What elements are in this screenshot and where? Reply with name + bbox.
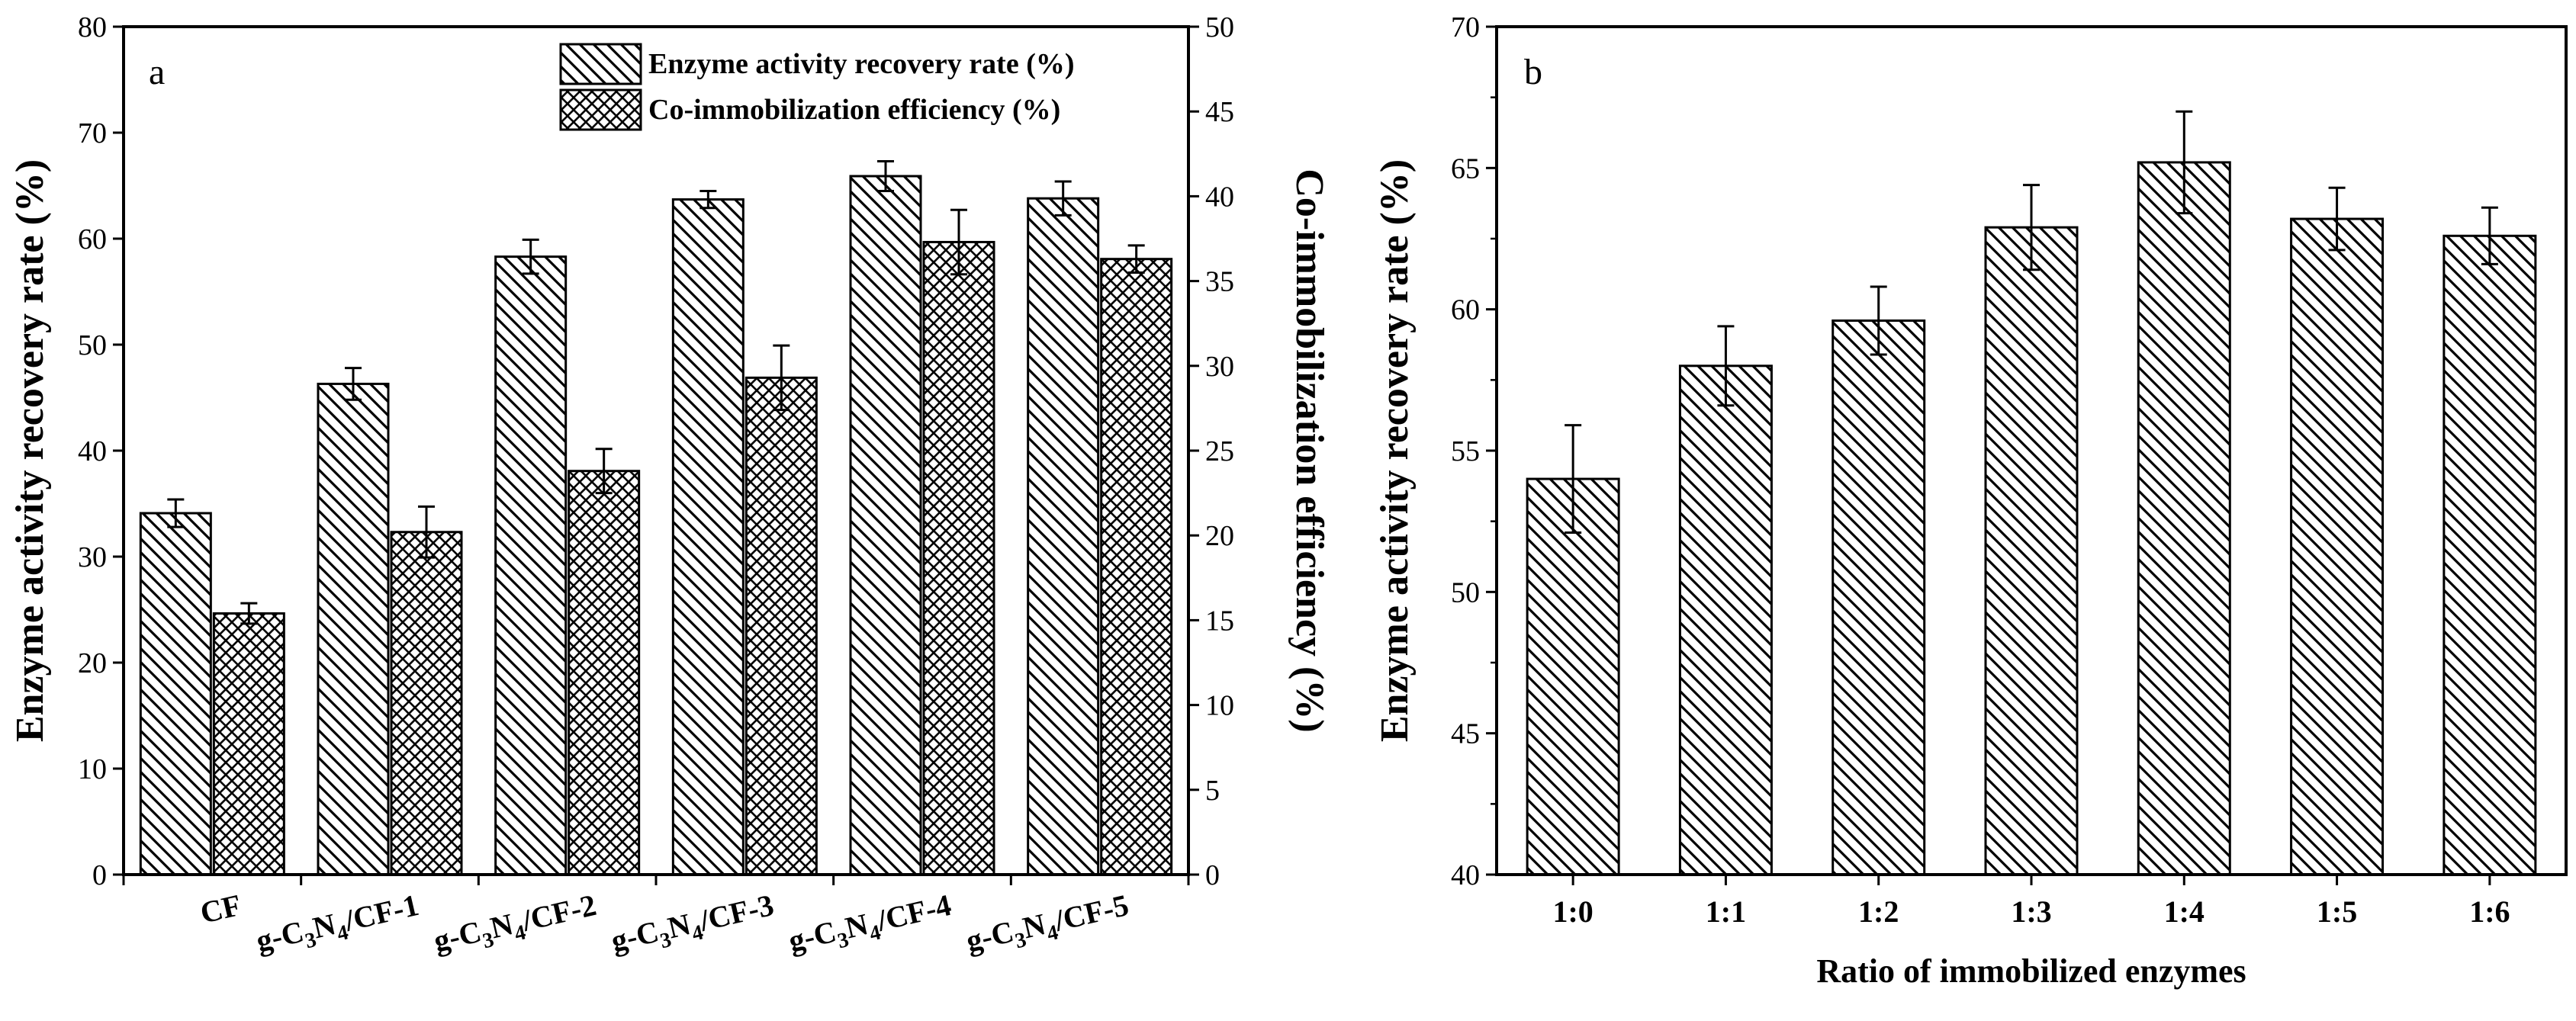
category-sub1: 3 bbox=[481, 928, 497, 953]
bar-a-s1-4 bbox=[922, 240, 995, 876]
category-label-b-1: 1:1 bbox=[1706, 894, 1746, 929]
bar-b-2 bbox=[1832, 319, 1926, 876]
ytick-label-b-0: 40 bbox=[1451, 859, 1480, 891]
y-axis-title-left-a: Enzyme activity recovery rate (%) bbox=[8, 159, 52, 742]
y-axis-title-b: Enzyme activity recovery rate (%) bbox=[1373, 159, 1417, 742]
category-label-b-5: 1:5 bbox=[2317, 894, 2357, 929]
ytick-label-left-a-8: 80 bbox=[78, 11, 107, 43]
category-prefix: g-C bbox=[253, 914, 307, 958]
category-label-b-6: 1:6 bbox=[2469, 894, 2510, 929]
ytick-label-left-a-6: 60 bbox=[78, 223, 107, 255]
ytick-label-right-a-0: 0 bbox=[1205, 859, 1220, 891]
category-prefix: g-C bbox=[608, 914, 662, 958]
ytick-label-right-a-6: 30 bbox=[1205, 351, 1234, 383]
ytick-label-right-a-9: 45 bbox=[1205, 96, 1234, 128]
category-label-a-2: g-C3N4/CF-2 bbox=[430, 888, 600, 964]
category-suffix: /CF-4 bbox=[873, 888, 954, 938]
bar-a-s0-2 bbox=[494, 255, 568, 876]
chart-panel-a: 0102030405060708005101520253035404550CFg… bbox=[8, 11, 1331, 964]
ytick-label-right-a-7: 35 bbox=[1205, 266, 1234, 298]
bar-b-4 bbox=[2137, 161, 2231, 876]
category-prefix: g-C bbox=[430, 914, 484, 958]
ytick-label-left-a-1: 10 bbox=[78, 753, 107, 785]
ytick-label-left-a-0: 0 bbox=[92, 859, 107, 891]
category-prefix: g-C bbox=[963, 914, 1017, 958]
category-label-a-5: g-C3N4/CF-5 bbox=[963, 888, 1133, 964]
category-sub1: 3 bbox=[1013, 928, 1029, 953]
category-label-b-3: 1:3 bbox=[2011, 894, 2051, 929]
category-suffix: /CF-2 bbox=[518, 888, 599, 938]
category-label-b-2: 1:2 bbox=[1858, 894, 1899, 929]
category-sub2: 4 bbox=[1045, 920, 1061, 946]
chart-panel-b: 40 45 50 55 60 65 70 1:0 1:1 1:2 1:3 1:4 1:5 1:6 Ratio… bbox=[1373, 11, 2568, 990]
ytick-label-b-3: 55 bbox=[1451, 435, 1480, 467]
category-suffix: /CF-1 bbox=[341, 888, 422, 938]
ytick-label-right-a-2: 10 bbox=[1205, 690, 1234, 722]
bar-a-s1-3 bbox=[744, 376, 818, 876]
category-sub1: 3 bbox=[835, 928, 851, 953]
bar-a-s1-5 bbox=[1100, 258, 1173, 876]
bar-a-s1-2 bbox=[568, 470, 641, 876]
ytick-label-b-6: 70 bbox=[1451, 11, 1480, 43]
ytick-label-right-a-5: 25 bbox=[1205, 435, 1234, 467]
ytick-label-left-a-5: 50 bbox=[78, 329, 107, 361]
bar-b-1 bbox=[1678, 364, 1773, 876]
category-label-a-0: CF bbox=[197, 888, 244, 930]
category-label-b-0: 1:0 bbox=[1552, 894, 1593, 929]
ytick-label-right-a-8: 40 bbox=[1205, 181, 1234, 213]
bar-a-s0-4 bbox=[849, 175, 922, 876]
ytick-label-b-1: 45 bbox=[1451, 718, 1480, 750]
category-suffix: /CF-3 bbox=[696, 888, 777, 938]
x-axis-title-b: Ratio of immobilized enzymes bbox=[1816, 952, 2246, 990]
bar-b-6 bbox=[2443, 234, 2537, 876]
category-sub2: 4 bbox=[513, 920, 529, 946]
ytick-label-b-4: 60 bbox=[1451, 294, 1480, 326]
legend-swatch-a-1 bbox=[559, 88, 642, 131]
ytick-label-right-a-10: 50 bbox=[1205, 11, 1234, 43]
category-suffix: /CF-5 bbox=[1050, 888, 1131, 938]
category-sub1: 3 bbox=[303, 928, 319, 953]
ytick-label-b-5: 65 bbox=[1451, 153, 1480, 185]
ytick-label-right-a-4: 20 bbox=[1205, 520, 1234, 552]
ytick-label-left-a-2: 20 bbox=[78, 647, 107, 679]
panel-label-b: b bbox=[1524, 52, 1542, 92]
ytick-label-right-a-1: 5 bbox=[1205, 775, 1220, 807]
ytick-label-right-a-3: 15 bbox=[1205, 605, 1234, 637]
bar-b-3 bbox=[1984, 226, 2079, 876]
bar-a-s0-5 bbox=[1027, 197, 1100, 876]
category-label-a-1: g-C3N4/CF-1 bbox=[253, 888, 423, 964]
category-label-b-4: 1:4 bbox=[2164, 894, 2205, 929]
bar-b-5 bbox=[2290, 217, 2385, 876]
y-axis-title-right-a: Co-immobilization efficiency (%) bbox=[1288, 169, 1331, 732]
legend-label-a-1: Co-immobilization efficiency (%) bbox=[648, 94, 1060, 126]
panel-label-a: a bbox=[149, 52, 165, 92]
category-sub2: 4 bbox=[867, 920, 883, 946]
category-label-a-3: g-C3N4/CF-3 bbox=[608, 888, 778, 964]
bar-b-0 bbox=[1526, 477, 1620, 876]
category-sub2: 4 bbox=[690, 920, 706, 946]
bar-a-s0-0 bbox=[139, 512, 212, 876]
ytick-label-b-2: 50 bbox=[1451, 576, 1480, 608]
category-label-a-4: g-C3N4/CF-4 bbox=[786, 888, 956, 964]
ytick-label-left-a-4: 40 bbox=[78, 435, 107, 467]
ytick-label-left-a-7: 70 bbox=[78, 117, 107, 149]
category-sub1: 3 bbox=[658, 928, 674, 953]
bar-a-s0-3 bbox=[671, 198, 744, 876]
bar-a-s1-0 bbox=[212, 612, 285, 876]
bar-a-s1-1 bbox=[390, 531, 463, 876]
legend-label-a-0: Enzyme activity recovery rate (%) bbox=[648, 48, 1075, 80]
category-sub2: 4 bbox=[335, 920, 351, 946]
category-text: CF bbox=[197, 888, 244, 930]
bar-a-s0-1 bbox=[317, 382, 390, 876]
legend-swatch-a-0 bbox=[559, 43, 642, 85]
ytick-label-left-a-3: 30 bbox=[78, 541, 107, 573]
category-prefix: g-C bbox=[786, 914, 840, 958]
